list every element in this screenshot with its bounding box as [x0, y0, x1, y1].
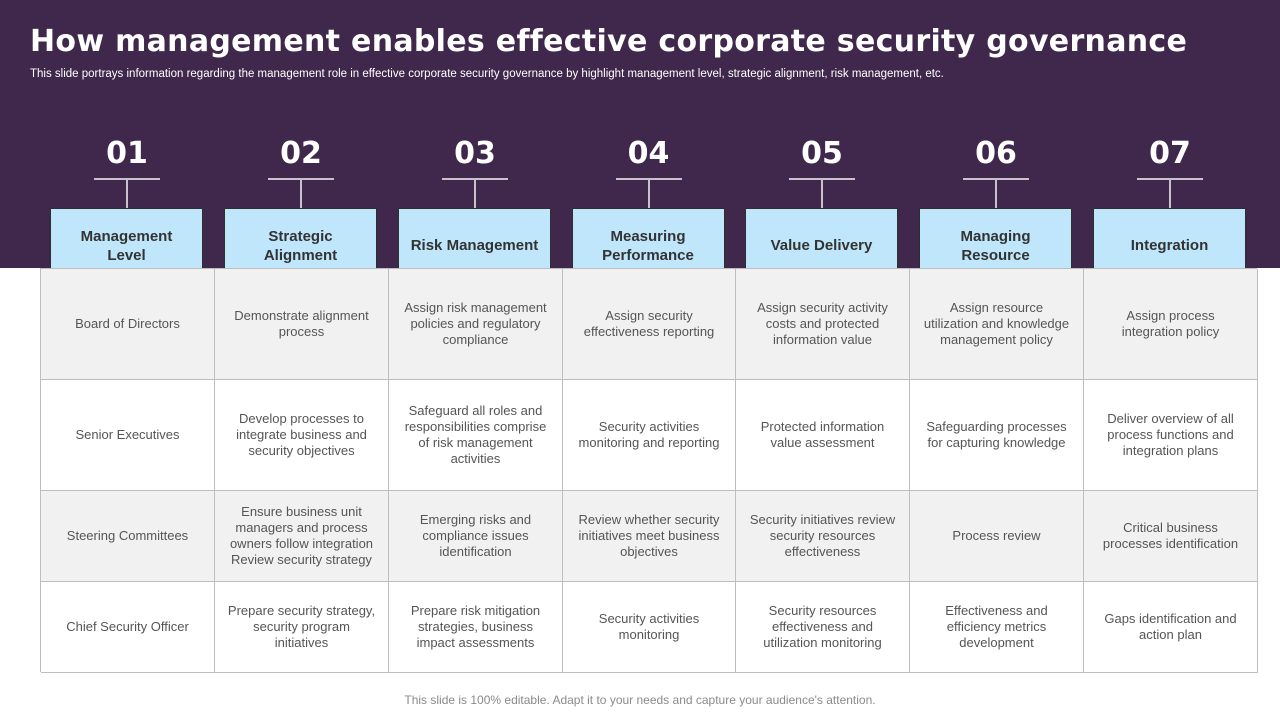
row-header-cell: Steering Committees	[41, 491, 215, 582]
table-cell: Deliver overview of all process function…	[1084, 380, 1258, 491]
connector-line	[474, 179, 476, 208]
table-cell: Demonstrate alignment process	[215, 269, 389, 380]
connector-line	[1169, 179, 1171, 208]
connector-line	[821, 179, 823, 208]
connector-line	[300, 179, 302, 208]
step-number-02: 02	[280, 136, 322, 171]
row-header-cell: Senior Executives	[41, 380, 215, 491]
connector-line	[647, 179, 650, 208]
table-cell: Review whether security initiatives meet…	[563, 491, 736, 582]
table-cell: Security resources effectiveness and uti…	[736, 582, 910, 673]
page-subtitle: This slide portrays information regardin…	[30, 68, 944, 80]
table-cell: Security activities monitoring	[563, 582, 736, 673]
table-cell: Critical business processes identificati…	[1084, 491, 1258, 582]
connector-line	[995, 179, 997, 208]
footer-note: This slide is 100% editable. Adapt it to…	[404, 693, 876, 707]
step-number-04: 04	[627, 136, 670, 171]
row-header-cell: Chief Security Officer	[41, 582, 215, 673]
connector-line	[126, 179, 128, 208]
table-cell: Assign security activity costs and prote…	[736, 269, 910, 380]
table-cell: Prepare security strategy, security prog…	[215, 582, 389, 673]
step-number-05: 05	[801, 136, 843, 171]
table-cell: Develop processes to integrate business …	[215, 380, 389, 491]
table-cell: Gaps identification and action plan	[1084, 582, 1258, 673]
step-number-01: 01	[106, 136, 148, 171]
table-cell: Assign risk management policies and regu…	[389, 269, 563, 380]
table-cell: Effectiveness and efficiency metrics dev…	[910, 582, 1084, 673]
table-cell: Security activities monitoring and repor…	[563, 380, 736, 491]
table-cell: Safeguarding processes for capturing kno…	[910, 380, 1084, 491]
table-cell: Assign process integration policy	[1084, 269, 1258, 380]
table-cell: Protected information value assessment	[736, 380, 910, 491]
table-cell: Emerging risks and compliance issues ide…	[389, 491, 563, 582]
governance-table: Board of Directors Demonstrate alignment …	[40, 268, 1258, 673]
step-number-03: 03	[454, 136, 496, 171]
table-cell: Assign resource utilization and knowledg…	[910, 269, 1084, 380]
page-title: How management enables effective corpora…	[30, 24, 1188, 59]
table-cell: Process review	[910, 491, 1084, 582]
table-cell: Security initiatives review security res…	[736, 491, 910, 582]
table-cell: Safeguard all roles and responsibilities…	[389, 380, 563, 491]
step-number-07: 07	[1149, 136, 1191, 171]
row-header-cell: Board of Directors	[41, 269, 215, 380]
table-cell: Ensure business unit managers and proces…	[215, 491, 389, 582]
step-number-06: 06	[975, 136, 1017, 171]
table-cell: Assign security effectiveness reporting	[563, 269, 736, 380]
table-cell: Prepare risk mitigation strategies, busi…	[389, 582, 563, 673]
